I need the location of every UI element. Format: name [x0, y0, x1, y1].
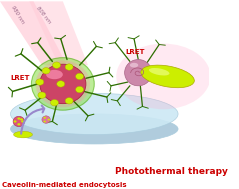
- Ellipse shape: [65, 98, 73, 104]
- Ellipse shape: [43, 117, 46, 119]
- Ellipse shape: [21, 120, 24, 123]
- Ellipse shape: [36, 79, 44, 85]
- Ellipse shape: [116, 44, 211, 109]
- Ellipse shape: [43, 121, 46, 122]
- Ellipse shape: [46, 70, 63, 79]
- Ellipse shape: [125, 60, 152, 86]
- Polygon shape: [29, 1, 88, 65]
- Text: Photothermal therapy: Photothermal therapy: [115, 167, 228, 176]
- Ellipse shape: [38, 92, 46, 98]
- Polygon shape: [0, 1, 67, 65]
- Ellipse shape: [17, 117, 20, 120]
- Ellipse shape: [40, 64, 86, 104]
- Ellipse shape: [11, 93, 178, 135]
- Ellipse shape: [14, 120, 16, 123]
- Ellipse shape: [13, 116, 25, 127]
- Ellipse shape: [50, 99, 59, 106]
- Ellipse shape: [42, 116, 50, 123]
- Ellipse shape: [17, 123, 20, 125]
- Text: LRET: LRET: [11, 75, 30, 81]
- Text: 980 nm: 980 nm: [11, 5, 25, 25]
- Ellipse shape: [14, 131, 33, 138]
- Text: 808 nm: 808 nm: [36, 6, 52, 25]
- Text: LRET: LRET: [126, 49, 145, 55]
- Ellipse shape: [42, 68, 50, 74]
- Ellipse shape: [65, 64, 73, 70]
- Ellipse shape: [76, 73, 84, 80]
- Text: Caveolin-mediated endocytosis: Caveolin-mediated endocytosis: [2, 182, 127, 188]
- Ellipse shape: [57, 81, 65, 87]
- Ellipse shape: [130, 63, 138, 67]
- Ellipse shape: [53, 62, 60, 68]
- Ellipse shape: [20, 118, 23, 121]
- Ellipse shape: [11, 114, 178, 144]
- Ellipse shape: [31, 58, 94, 110]
- Ellipse shape: [76, 86, 84, 93]
- Ellipse shape: [149, 68, 169, 75]
- Ellipse shape: [48, 119, 50, 121]
- Ellipse shape: [141, 65, 194, 88]
- Ellipse shape: [36, 60, 90, 107]
